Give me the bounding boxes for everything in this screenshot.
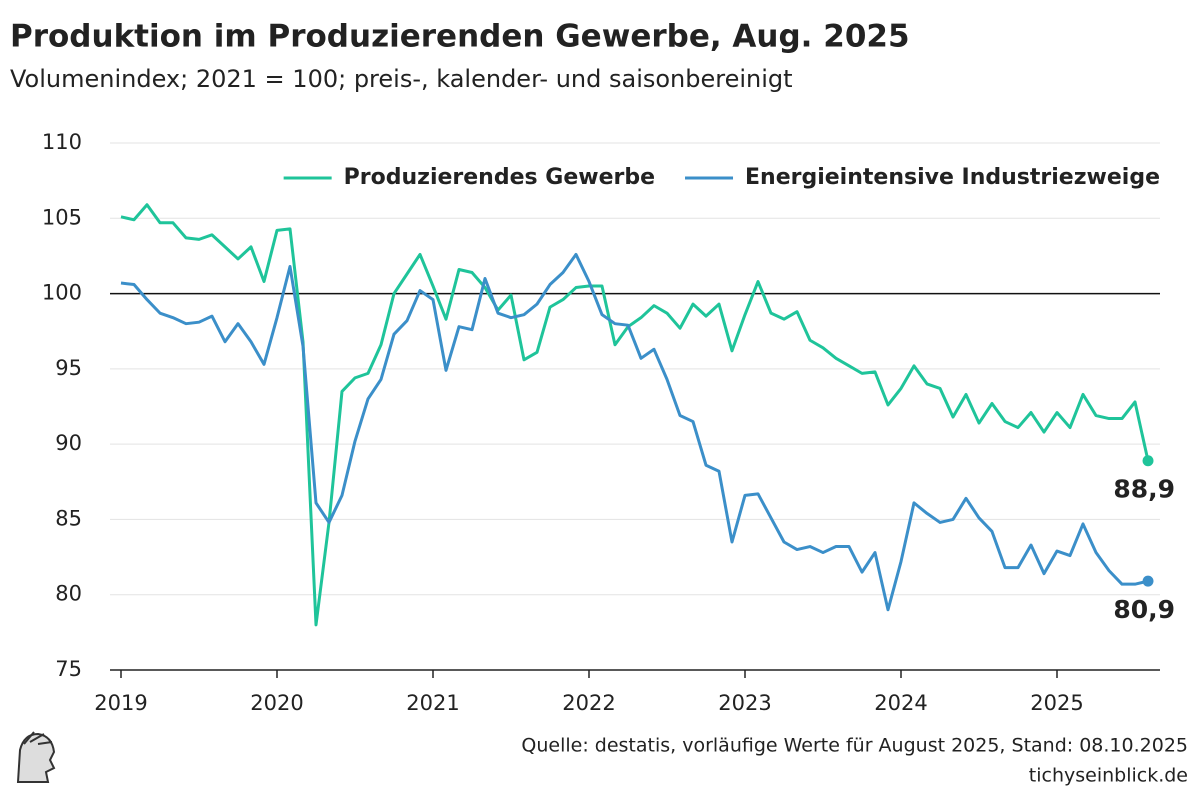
x-tick-label: 2020 (250, 691, 303, 715)
legend-label: Energieintensive Industriezweige (745, 165, 1160, 190)
chart-subtitle: Volumenindex; 2021 = 100; preis-, kalend… (10, 65, 793, 93)
value-label: 88,9 (1113, 475, 1175, 504)
y-tick-label: 90 (55, 431, 82, 455)
x-tick-label: 2025 (1030, 691, 1083, 715)
value-label: 80,9 (1113, 595, 1175, 624)
y-tick-label: 110 (42, 130, 82, 154)
x-tick-label: 2024 (874, 691, 927, 715)
x-tick-label: 2019 (94, 691, 147, 715)
chart-title: Produktion im Produzierenden Gewerbe, Au… (10, 19, 910, 55)
plot-area: 75 80 85 90 95 100 105 110 2019 2020 2021 2022 2023 2… (42, 130, 1175, 715)
x-tick-label: 2023 (718, 691, 771, 715)
logo (16, 731, 56, 783)
site-name: tichyseinblick.de (1029, 765, 1188, 787)
legend: Energieintensive Industriezweige Produzie… (283, 165, 1160, 190)
y-tick-label: 85 (55, 506, 82, 530)
y-tick-label: 80 (55, 582, 82, 606)
y-tick-label: 75 (55, 657, 82, 681)
x-tick-label: 2021 (406, 691, 459, 715)
end-point (1142, 575, 1154, 587)
legend-label: Produzierendes Gewerbe (344, 165, 655, 190)
y-tick-label: 95 (55, 356, 82, 380)
x-tick-label: 2022 (562, 691, 615, 715)
end-point (1142, 455, 1154, 467)
y-tick-label: 100 (42, 281, 82, 305)
series-line (120, 203, 1150, 627)
source-note: Quelle: destatis, vorläufige Werte für A… (521, 735, 1188, 757)
y-tick-label: 105 (42, 205, 82, 229)
series-line (120, 252, 1149, 612)
